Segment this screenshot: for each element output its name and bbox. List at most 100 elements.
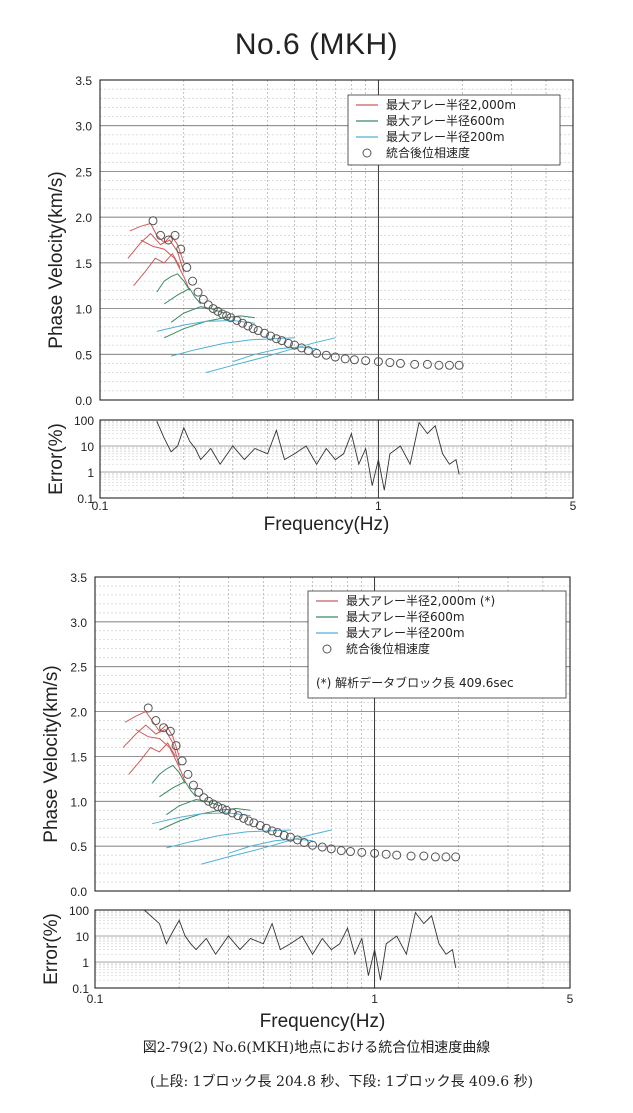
chart-1: 0.0 0.5 1.0 1.5 2.0 2.5 3.0 3.5 100 10 1 0.10.1 1 5 Fr… (46, 74, 577, 535)
y-tick-label: 1.5 (75, 257, 92, 271)
error-y-tick-label: 1 (87, 466, 94, 480)
series-line-green (163, 287, 202, 305)
merged-point (261, 823, 271, 833)
error-y-axis-label: Error(%) (46, 423, 67, 495)
merged-point (299, 838, 309, 848)
merged-point (406, 851, 416, 861)
merged-point (373, 357, 383, 367)
series-line-cyan (205, 337, 336, 374)
series-line-green (159, 780, 197, 798)
legend-note: (*) 解析データブロック長 409.6sec (316, 675, 514, 690)
series-line-red (122, 724, 180, 766)
y-tick-label: 0.0 (70, 885, 87, 899)
merged-point (143, 703, 153, 713)
error-line (143, 909, 457, 981)
plot-frame (99, 79, 574, 401)
merged-point (255, 821, 265, 831)
series-line-cyan (201, 829, 332, 865)
error-y-tick-label: 100 (74, 414, 94, 428)
series-line-green (163, 315, 255, 339)
series-line-cyan (166, 829, 291, 849)
merged-point (454, 360, 464, 370)
merged-point (165, 726, 175, 736)
merged-point (253, 326, 263, 336)
series-line-red (129, 222, 185, 264)
merged-point (385, 358, 395, 368)
merged-point (244, 816, 254, 826)
y-axis-label: Phase Velocity(km/s) (41, 665, 62, 842)
series-line-cyan (156, 319, 255, 332)
merged-point (279, 830, 289, 840)
legend-marker (362, 148, 372, 158)
error-y-tick-label: 10 (76, 930, 90, 944)
x-tick-label: 0.1 (92, 499, 109, 513)
y-tick-label: 3.0 (70, 616, 87, 630)
merged-point (217, 309, 227, 319)
merged-point (260, 328, 270, 338)
merged-point (204, 796, 214, 806)
merged-point (340, 354, 350, 364)
merged-point (176, 244, 186, 254)
series-line-red (128, 742, 176, 775)
merged-point (357, 847, 367, 857)
merged-point (221, 805, 231, 815)
merged-point (194, 787, 204, 797)
merged-point (183, 769, 193, 779)
y-tick-label: 1.0 (75, 303, 92, 317)
merged-point (213, 306, 223, 316)
legend-label: 最大アレー半径2,000m (*) (346, 594, 495, 608)
y-tick-label: 1.5 (70, 750, 87, 764)
chart-2: 0.0 0.5 1.0 1.5 2.0 2.5 3.0 3.5 100 10 1 0.10.1 1 5 Fr… (41, 571, 574, 1032)
legend-label: 最大アレー半径2,000m (386, 98, 516, 112)
merged-point (213, 802, 223, 812)
merged-point (283, 338, 293, 348)
merged-point (193, 287, 203, 297)
x-tick-label: 0.1 (87, 992, 104, 1006)
merged-point (308, 840, 318, 850)
merged-point (434, 360, 444, 370)
y-tick-label: 2.0 (70, 706, 87, 720)
merged-point (345, 847, 355, 857)
x-tick-label: 1 (371, 992, 378, 1006)
error-y-tick-label: 1 (82, 956, 89, 970)
merged-point (266, 331, 276, 341)
merged-point (336, 846, 346, 856)
merged-point (249, 818, 259, 828)
merged-point (422, 359, 432, 369)
y-tick-label: 2.0 (75, 211, 92, 225)
y-tick-label: 2.5 (75, 165, 92, 179)
merged-point (233, 811, 243, 821)
merged-point (395, 358, 405, 368)
merged-point (248, 324, 258, 334)
merged-point (156, 230, 166, 240)
merged-point (148, 216, 158, 226)
series-line-red (140, 239, 191, 291)
x-tick-label: 5 (570, 499, 577, 513)
legend-box (347, 94, 561, 166)
merged-point (430, 852, 440, 862)
merged-point (349, 355, 359, 365)
merged-point (444, 360, 454, 370)
merged-point (321, 350, 331, 360)
series-line-green (159, 807, 251, 831)
merged-point (217, 803, 227, 813)
merged-point (238, 318, 248, 328)
error-y-axis-label: Error(%) (41, 913, 62, 985)
merged-point (198, 294, 208, 304)
merged-point (188, 276, 198, 286)
page-title: No.6 (MKH) (234, 28, 399, 61)
x-tick-label: 5 (567, 992, 574, 1006)
legend-label: 最大アレー半径200m (346, 626, 465, 640)
series-line-cyan (170, 337, 295, 357)
series-line-red (133, 252, 181, 287)
series-line-red (135, 729, 186, 782)
error-y-tick-label: 0.1 (77, 492, 94, 506)
legend-box (307, 590, 567, 699)
merged-point (381, 849, 391, 859)
merged-point (208, 799, 218, 809)
legend-label: 最大アレー半径200m (386, 130, 505, 144)
x-axis-label: Frequency(Hz) (260, 1011, 386, 1032)
x-axis-label: Frequency(Hz) (264, 514, 390, 535)
series-line-green (166, 798, 221, 816)
error-y-tick-label: 100 (69, 904, 89, 918)
